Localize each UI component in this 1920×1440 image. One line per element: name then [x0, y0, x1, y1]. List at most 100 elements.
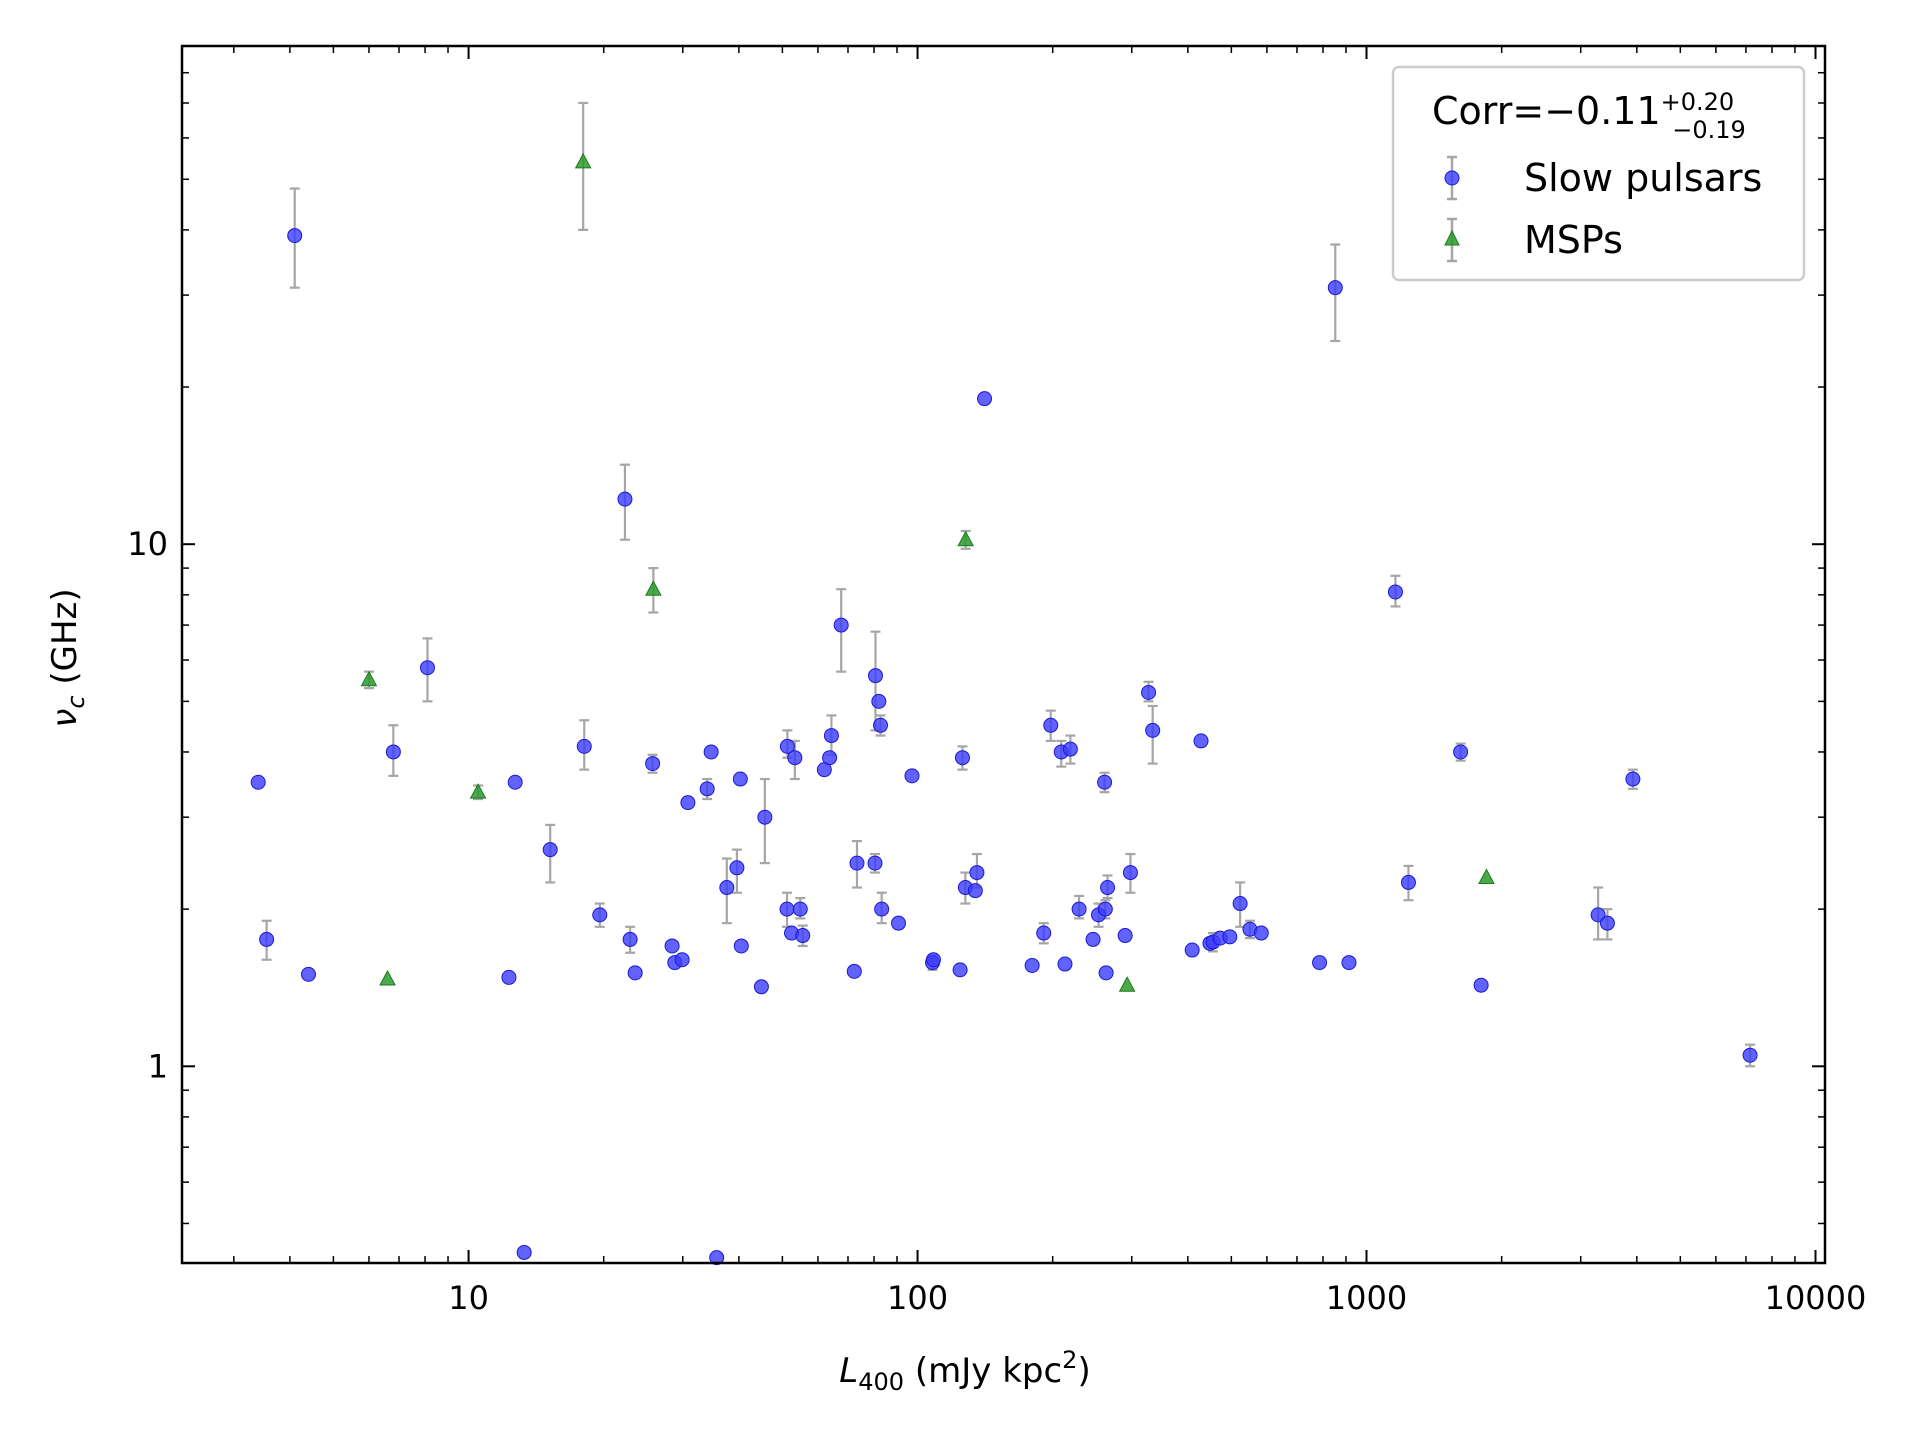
errorbars [261, 101, 1756, 1068]
slow-pulsar-point [867, 668, 883, 684]
slow-pulsar-point [709, 1250, 725, 1266]
slow-pulsar-point [732, 771, 748, 787]
slow-pulsar-point [733, 938, 749, 954]
slow-pulsar-point [795, 928, 811, 944]
msp-point [379, 969, 396, 986]
msp-point [574, 152, 592, 169]
x-tick-label: 100 [887, 1279, 948, 1317]
y-tick-label: 1 [148, 1047, 168, 1085]
msp-point [957, 530, 975, 547]
slow-pulsar-point [674, 952, 690, 968]
tick-labels: 10 100 1000 10000 1 10 [127, 525, 1866, 1317]
x-tick-label: 10 [448, 1279, 489, 1317]
slow-pulsar-point [516, 1244, 532, 1260]
slow-pulsar-point [1387, 584, 1403, 600]
slow-pulsar-point [753, 979, 769, 995]
msp-point [1118, 976, 1136, 992]
slow-pulsar-point [867, 855, 883, 871]
slow-pulsar-point [1036, 925, 1052, 941]
slow-pulsar-point [1141, 684, 1157, 700]
slow-pulsar-point [823, 728, 839, 744]
slow-pulsar-point [1312, 955, 1328, 971]
slow-pulsar-point [954, 750, 970, 766]
slow-pulsar-point [576, 738, 592, 754]
x-axis-title-rest: (mJy kpc [904, 1351, 1062, 1391]
slow-pulsar-point [1232, 896, 1248, 912]
slow-pulsar-point [419, 660, 435, 676]
slow-pulsar-point [1341, 955, 1357, 971]
legend-corr-sup: +0.20 [1661, 88, 1735, 116]
slow-pulsar-point [787, 750, 803, 766]
slow-pulsar-point [1145, 722, 1161, 738]
slow-pulsar-point [1184, 942, 1200, 958]
slow-pulsar-point [969, 865, 985, 881]
slow-pulsar-point [874, 901, 890, 917]
x-tick-label: 1000 [1326, 1279, 1407, 1317]
slow-pulsar-point [622, 931, 638, 947]
slow-pulsar-point [1327, 280, 1343, 296]
slow-pulsar-point [873, 717, 889, 733]
x-axis-title: L400 (mJy kpc2) [839, 1346, 1090, 1396]
legend-entry-slow-pulsars: Slow pulsars [1444, 155, 1762, 201]
slow-pulsar-point [904, 768, 920, 784]
slow-pulsar-point [779, 901, 795, 917]
slow-pulsar-point [925, 952, 941, 968]
slow-pulsar-point [592, 907, 608, 923]
y-tick-label: 10 [127, 525, 168, 563]
slow-pulsar-point [680, 795, 696, 811]
slow-pulsar-point [729, 860, 745, 876]
slow-pulsar-point [645, 756, 661, 772]
x-axis-title-sup: 2 [1062, 1346, 1077, 1374]
data-points [250, 152, 1758, 1266]
slow-pulsar-point [1400, 874, 1416, 890]
slow-pulsar-point [627, 965, 643, 981]
msp-point [645, 580, 662, 596]
slow-pulsar-point [967, 883, 983, 899]
y-axis-title: νc (GHz) [45, 588, 90, 727]
legend-slow-label: Slow pulsars [1524, 156, 1762, 200]
legend-slow-marker [1444, 170, 1460, 186]
slow-pulsar-point [1193, 733, 1209, 749]
slow-pulsar-point [779, 738, 795, 754]
legend: Corr=−0.11+0.20 −0.19 Slow pulsars MSPs [1391, 65, 1806, 282]
slow-pulsar-point [1253, 925, 1269, 941]
slow-pulsar-point [1222, 929, 1238, 945]
legend-corr-sub: −0.19 [1672, 116, 1746, 144]
slow-pulsar-point [385, 744, 401, 760]
slow-pulsar-point [617, 491, 633, 507]
slow-pulsar-point [1742, 1047, 1758, 1063]
y-axis-title-sub: c [62, 695, 90, 708]
slow-pulsar-point [792, 901, 808, 917]
msp-point [360, 670, 378, 687]
msp-point [469, 783, 487, 799]
slow-pulsar-point [719, 880, 735, 896]
slow-pulsar-point [1625, 771, 1641, 787]
slow-pulsar-point [1024, 957, 1040, 973]
slow-pulsar-point [849, 855, 865, 871]
slow-pulsar-point [501, 969, 517, 985]
legend-correlation: Corr=−0.11+0.20 −0.19 [1432, 88, 1746, 144]
legend-entry-msps: MSPs [1444, 217, 1623, 263]
major-ticks [182, 46, 1825, 1263]
slow-pulsar-point [287, 228, 303, 244]
slow-pulsar-point [1057, 956, 1073, 972]
slow-pulsar-point [757, 809, 773, 825]
slow-pulsar-point [952, 962, 968, 978]
y-axis-title-main: ν [45, 709, 85, 728]
slow-pulsar-point [1473, 977, 1489, 993]
slow-pulsar-point [1590, 907, 1606, 923]
legend-box [1391, 65, 1806, 282]
slow-pulsar-point [664, 938, 680, 954]
slow-pulsar-point [1071, 901, 1087, 917]
slow-pulsar-point [1122, 865, 1138, 881]
slow-pulsar-point [1097, 774, 1113, 790]
slow-pulsar-point [259, 931, 275, 947]
slow-pulsar-point [703, 744, 719, 760]
slow-pulsar-point [977, 391, 993, 407]
slow-pulsar-point [1453, 744, 1469, 760]
x-axis-title-sub: 400 [858, 1368, 904, 1396]
legend-msp-marker [1444, 229, 1460, 246]
slow-pulsar-point [822, 750, 838, 766]
slow-pulsar-point [300, 966, 316, 982]
